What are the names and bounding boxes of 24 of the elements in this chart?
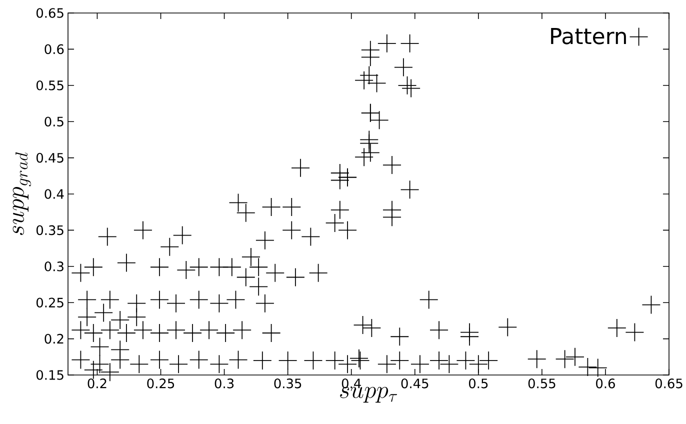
y-axis-title: $supp_{grad}$ (12, 152, 31, 235)
x-tick-label: 0.4 (342, 378, 361, 388)
y-tick-label: 0.6 (44, 44, 64, 54)
y-tick-label: 0.65 (36, 8, 64, 18)
x-tick-label: 0.6 (596, 378, 615, 388)
x-tick-label: 0.3 (214, 378, 234, 388)
y-tick-label: 0.45 (36, 152, 64, 163)
y-tick-label: 0.3 (44, 262, 64, 272)
y-tick-label: 0.5 (44, 116, 64, 126)
legend-label: Pattern (551, 28, 626, 44)
y-tick-label: 0.55 (36, 80, 64, 90)
y-tick-label: 0.25 (36, 298, 64, 308)
x-tick-label: 0.45 (401, 378, 428, 388)
x-tick-label: 0.65 (655, 378, 682, 388)
x-axis-title: $supp_{\tau}$ (340, 386, 398, 403)
x-tick-label: 0.55 (528, 378, 556, 388)
x-tick-label: 0.35 (274, 378, 302, 388)
x-tick-label: 0.25 (147, 378, 174, 388)
y-tick-label: 0.4 (44, 189, 64, 199)
x-tick-label: 0.2 (88, 378, 106, 388)
y-tick-label: 0.2 (44, 334, 64, 344)
x-tick-label: 0.5 (468, 378, 488, 388)
y-tick-label: 0.15 (36, 370, 64, 380)
y-tick-label: 0.35 (36, 225, 64, 236)
